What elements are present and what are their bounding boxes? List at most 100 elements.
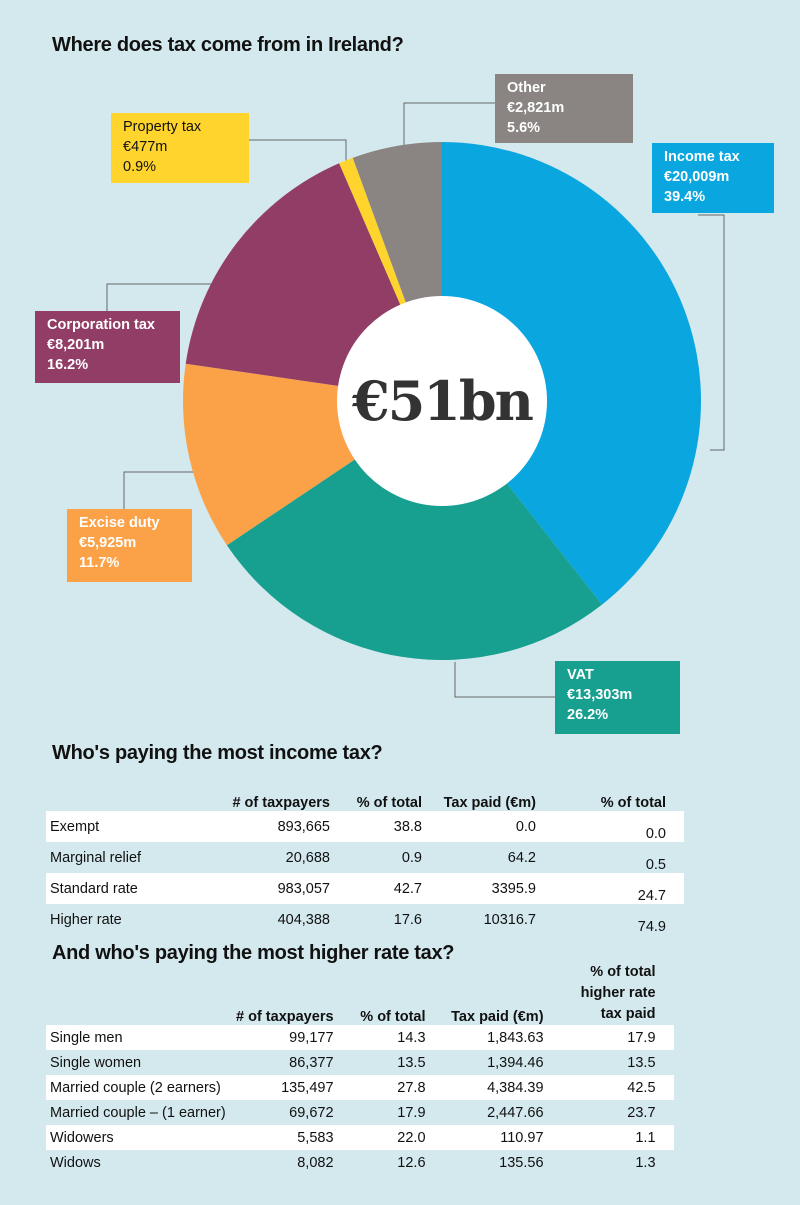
table-cell: 5,583 [236, 1125, 334, 1150]
row-label: Single men [46, 1025, 236, 1050]
table-cell: 42.7 [330, 873, 422, 904]
total-label: €51bn [352, 369, 534, 433]
income-tax-table: # of taxpayers % of total Tax paid (€m) … [46, 786, 684, 935]
table-cell: 1.3 [635, 1154, 656, 1171]
row-label: Widows [50, 1154, 101, 1171]
slice-label-other: Other €2,821m 5.6% [495, 74, 633, 143]
slice-vat [226, 401, 603, 661]
column-header: # of taxpayers [236, 1009, 334, 1025]
table-cell: 893,665 [180, 811, 330, 842]
table-cell: 0.0 [536, 811, 684, 842]
slice-amount: €8,201m [47, 337, 105, 353]
column-header [46, 786, 180, 811]
table-header-row: # of taxpayers % of total Tax paid (€m) … [46, 962, 674, 1025]
table-row: Higher rate 404,388 17.6 10316.7 74.9 [46, 904, 684, 936]
slice-amount: €13,303m [567, 687, 633, 703]
slice-income-tax [442, 142, 702, 605]
table-row: Standard rate 983,057 42.7 3395.9 24.7 [46, 873, 684, 904]
table-cell: 13.5 [397, 1054, 426, 1071]
slice-percent: 26.2% [567, 707, 609, 723]
table-cell: 22.0 [333, 1125, 426, 1150]
table-cell: 99,177 [236, 1025, 334, 1050]
slice-amount: €5,925m [79, 535, 137, 551]
row-label: Married couple – (1 earner) [50, 1104, 226, 1121]
row-label: Marginal relief [50, 849, 142, 866]
table-cell: 27.8 [333, 1075, 426, 1100]
table-cell: 64.2 [507, 849, 536, 866]
slice-percent: 0.9% [123, 159, 157, 175]
table-cell: 135.56 [499, 1154, 544, 1171]
table-cell: 86,377 [289, 1054, 334, 1071]
column-header: Tax paid (€m) [443, 795, 536, 811]
row-label: Single women [50, 1054, 142, 1071]
table-row: Marginal relief 20,688 0.9 64.2 0.5 [46, 842, 684, 874]
table-cell: 17.6 [393, 911, 422, 928]
slice-percent: 5.6% [507, 120, 541, 136]
table-row: Widows 8,082 12.6 135.56 1.3 [46, 1150, 674, 1175]
table-cell: 12.6 [397, 1154, 426, 1171]
slice-name: Corporation tax [47, 317, 155, 333]
higher-rate-table-title: And who's paying the most higher rate ta… [52, 942, 455, 964]
leader-line-corporation-tax [106, 283, 220, 313]
slice-label-income-tax: Income tax €20,009m 39.4% [652, 143, 774, 213]
table-cell: 3395.9 [422, 873, 536, 904]
row-label: Exempt [46, 811, 180, 842]
column-header: % of total [356, 795, 422, 811]
table-cell: 135,497 [236, 1075, 334, 1100]
slice-name: Property tax [123, 119, 202, 135]
slice-percent: 39.4% [664, 189, 706, 205]
donut-chart [106, 102, 725, 698]
table-cell: 74.9 [637, 919, 666, 935]
table-cell: 38.8 [330, 811, 422, 842]
income-table-title: Who's paying the most income tax? [52, 742, 383, 764]
leader-line-property-tax [248, 139, 347, 168]
table-cell: 0.5 [645, 857, 666, 873]
table-cell: 110.97 [425, 1125, 544, 1150]
table-cell: 42.5 [543, 1075, 674, 1100]
table-cell: 69,672 [289, 1104, 334, 1121]
leader-line-income-tax [698, 214, 725, 451]
slice-amount: €2,821m [507, 100, 565, 116]
table-cell: 1,843.63 [425, 1025, 544, 1050]
table-cell: 983,057 [180, 873, 330, 904]
leader-line-vat [454, 662, 555, 698]
table-cell: 8,082 [297, 1154, 334, 1171]
table-cell: 404,388 [277, 911, 330, 928]
slice-percent: 11.7% [79, 555, 120, 571]
slice-amount: €20,009m [664, 169, 730, 185]
table-cell: 13.5 [627, 1054, 656, 1071]
table-cell: 17.9 [397, 1104, 426, 1121]
table-cell: 20,688 [285, 849, 330, 866]
column-header: Tax paid (€m) [451, 1009, 544, 1025]
table-cell: 1.1 [543, 1125, 674, 1150]
row-label: Widowers [46, 1125, 236, 1150]
column-header: % of total [360, 1009, 426, 1025]
table-cell: 0.9 [401, 849, 422, 866]
table-row: Single men 99,177 14.3 1,843.63 17.9 [46, 1025, 674, 1050]
row-label: Standard rate [46, 873, 180, 904]
slice-name: Excise duty [79, 515, 160, 531]
slice-label-excise-duty: Excise duty €5,925m 11.7% [67, 509, 192, 582]
row-label: Married couple (2 earners) [46, 1075, 236, 1100]
slice-name: VAT [567, 667, 594, 683]
table-row: Widowers 5,583 22.0 110.97 1.1 [46, 1125, 674, 1150]
column-header: % of total [600, 795, 666, 811]
column-header [46, 962, 236, 1025]
table-cell: 23.7 [627, 1104, 656, 1121]
slice-percent: 16.2% [47, 357, 89, 373]
column-header: % of total higher rate tax paid [580, 964, 656, 1022]
chart-title: Where does tax come from in Ireland? [52, 34, 404, 56]
slice-name: Income tax [664, 149, 740, 165]
table-row: Married couple – (1 earner) 69,672 17.9 2,4… [46, 1100, 674, 1125]
table-cell: 0.0 [422, 811, 536, 842]
table-header-row: # of taxpayers % of total Tax paid (€m) … [46, 786, 684, 811]
table-row: Exempt 893,665 38.8 0.0 0.0 [46, 811, 684, 842]
row-label: Higher rate [50, 911, 122, 928]
table-cell: 4,384.39 [425, 1075, 544, 1100]
table-cell: 10316.7 [483, 911, 536, 928]
slice-label-corporation-tax: Corporation tax €8,201m 16.2% [35, 311, 180, 383]
slice-label-property-tax: Property tax €477m 0.9% [111, 113, 249, 183]
table-row: Single women 86,377 13.5 1,394.46 13.5 [46, 1050, 674, 1075]
table-row: Married couple (2 earners) 135,497 27.8 4,3… [46, 1075, 674, 1100]
column-header: # of taxpayers [232, 795, 330, 811]
